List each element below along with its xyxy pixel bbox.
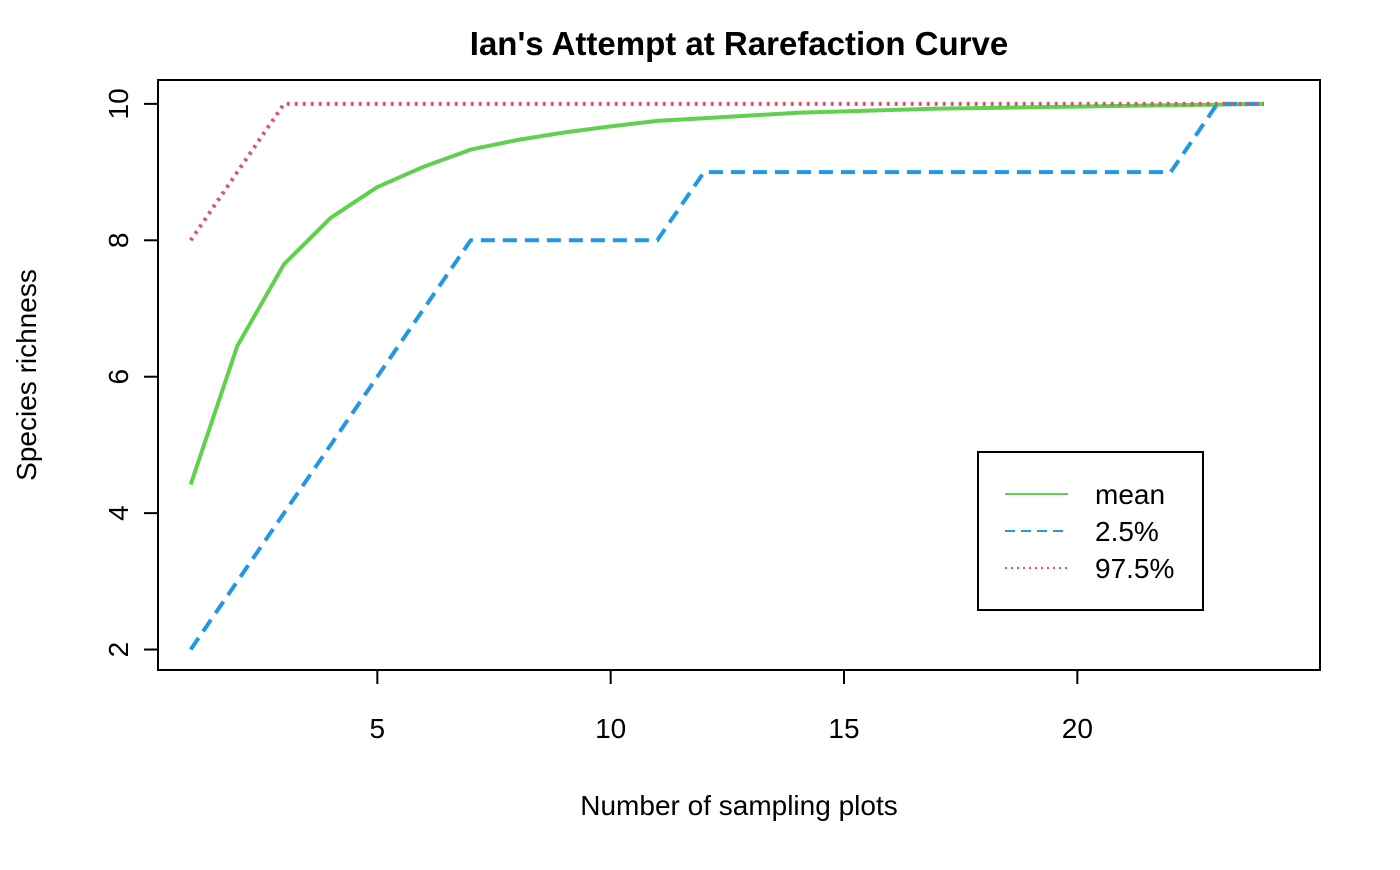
x-tick-label: 5 (370, 713, 386, 744)
y-tick-label: 8 (103, 232, 134, 248)
y-tick-label: 4 (103, 505, 134, 521)
y-axis: 2 4 6 8 10 (103, 88, 159, 658)
x-axis-label: Number of sampling plots (580, 790, 897, 821)
legend-label-0: mean (1095, 479, 1165, 510)
legend-box (977, 451, 1204, 611)
y-tick-label: 10 (103, 88, 134, 119)
x-tick-label: 20 (1062, 713, 1093, 744)
legend: mean 2.5% 97.5% (977, 451, 1204, 611)
series-line-1 (189, 101, 1264, 651)
y-tick-label: 2 (103, 642, 134, 658)
x-tick-label: 10 (595, 713, 626, 744)
legend-label-2: 97.5% (1095, 553, 1174, 584)
x-tick-label: 15 (828, 713, 859, 744)
series-layer (188, 101, 1265, 651)
x-axis: 5 10 15 20 (370, 669, 1093, 744)
y-tick-label: 6 (103, 369, 134, 385)
y-axis-label: Species richness (11, 269, 42, 481)
series-line-2 (189, 101, 1264, 242)
series-line-0 (188, 101, 1265, 486)
legend-label-1: 2.5% (1095, 516, 1159, 547)
chart-title: Ian's Attempt at Rarefaction Curve (470, 25, 1008, 62)
